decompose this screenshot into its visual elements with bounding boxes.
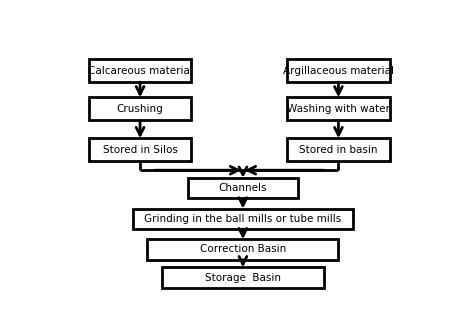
Bar xyxy=(287,97,390,121)
Text: Channels: Channels xyxy=(219,183,267,193)
Bar xyxy=(287,59,390,82)
Bar xyxy=(89,138,191,161)
Bar xyxy=(89,97,191,121)
Bar xyxy=(162,267,324,288)
Bar xyxy=(89,59,191,82)
Bar xyxy=(287,138,390,161)
Bar xyxy=(147,239,338,260)
Text: Calcareous material: Calcareous material xyxy=(88,65,192,75)
Text: Stored in Silos: Stored in Silos xyxy=(103,145,177,155)
Text: Storage  Basin: Storage Basin xyxy=(205,273,281,283)
Text: Argillaceous material: Argillaceous material xyxy=(283,65,394,75)
Text: Crushing: Crushing xyxy=(117,104,164,114)
Text: Grinding in the ball mills or tube mills: Grinding in the ball mills or tube mills xyxy=(144,214,342,224)
Bar xyxy=(188,178,298,198)
Text: Washing with water: Washing with water xyxy=(287,104,390,114)
Bar xyxy=(133,208,353,229)
Text: Stored in basin: Stored in basin xyxy=(299,145,378,155)
Text: Correction Basin: Correction Basin xyxy=(200,244,286,254)
